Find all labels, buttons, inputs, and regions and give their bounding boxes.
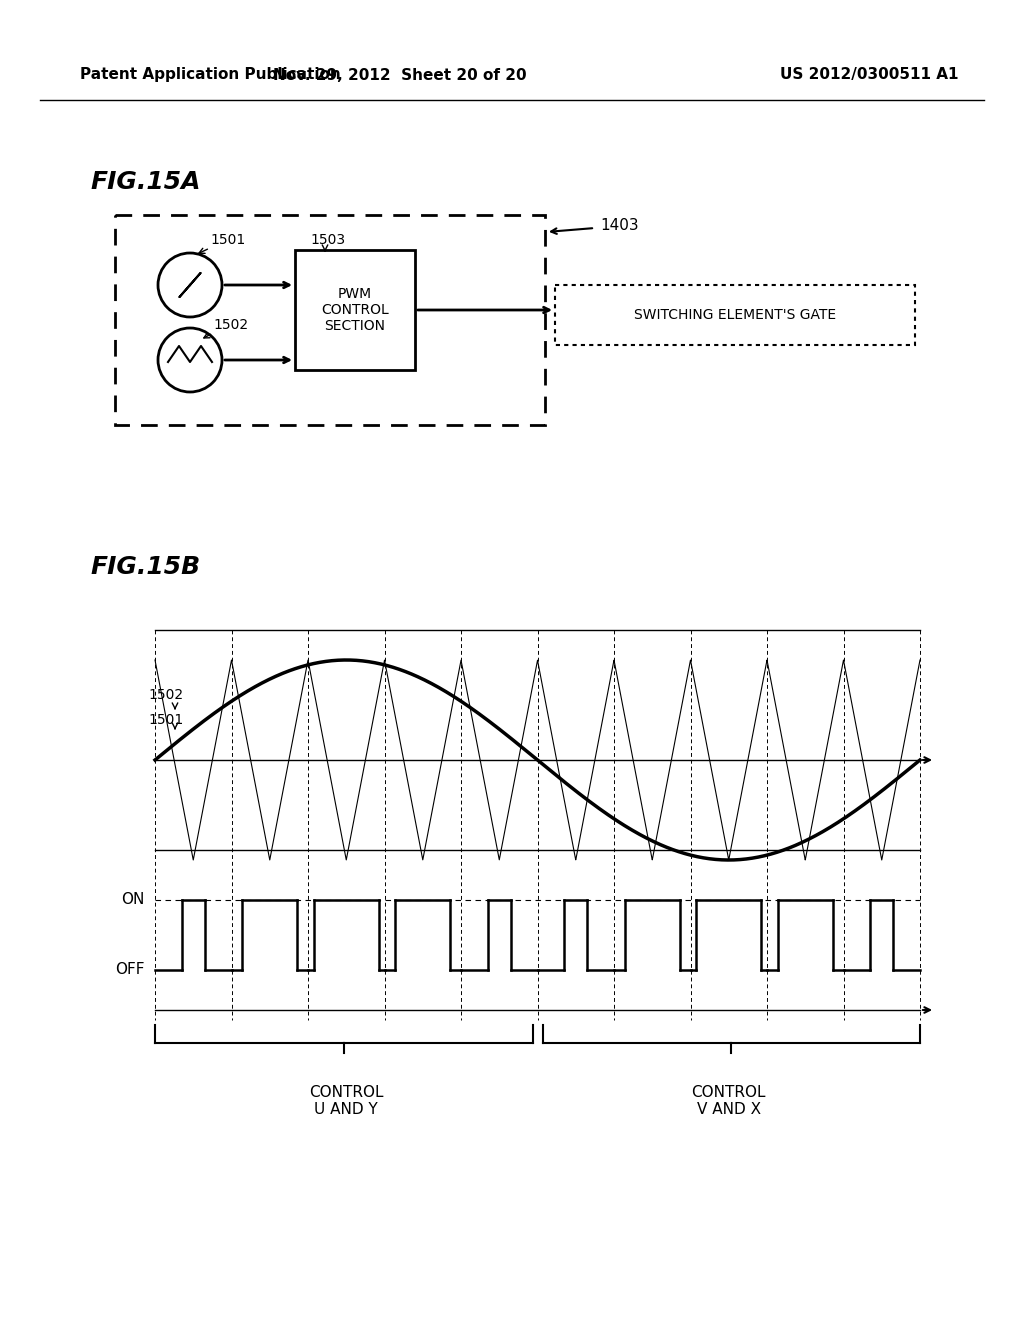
Text: 1502: 1502 [213,318,248,333]
Text: FIG.15A: FIG.15A [90,170,201,194]
Text: CONTROL
V AND X: CONTROL V AND X [691,1085,766,1118]
Text: ON: ON [122,892,145,908]
Text: SWITCHING ELEMENT'S GATE: SWITCHING ELEMENT'S GATE [634,308,836,322]
Text: US 2012/0300511 A1: US 2012/0300511 A1 [780,67,958,82]
Text: FIG.15B: FIG.15B [90,554,200,579]
Text: 1501: 1501 [210,234,246,247]
Text: OFF: OFF [116,962,145,978]
Text: 1501: 1501 [148,713,183,727]
Text: Nov. 29, 2012  Sheet 20 of 20: Nov. 29, 2012 Sheet 20 of 20 [273,67,526,82]
Text: 1503: 1503 [310,234,345,247]
Text: PWM
CONTROL
SECTION: PWM CONTROL SECTION [322,286,389,333]
Text: 1403: 1403 [600,218,639,232]
Text: Patent Application Publication: Patent Application Publication [80,67,341,82]
Text: CONTROL
U AND Y: CONTROL U AND Y [309,1085,384,1118]
Text: 1502: 1502 [148,688,183,702]
